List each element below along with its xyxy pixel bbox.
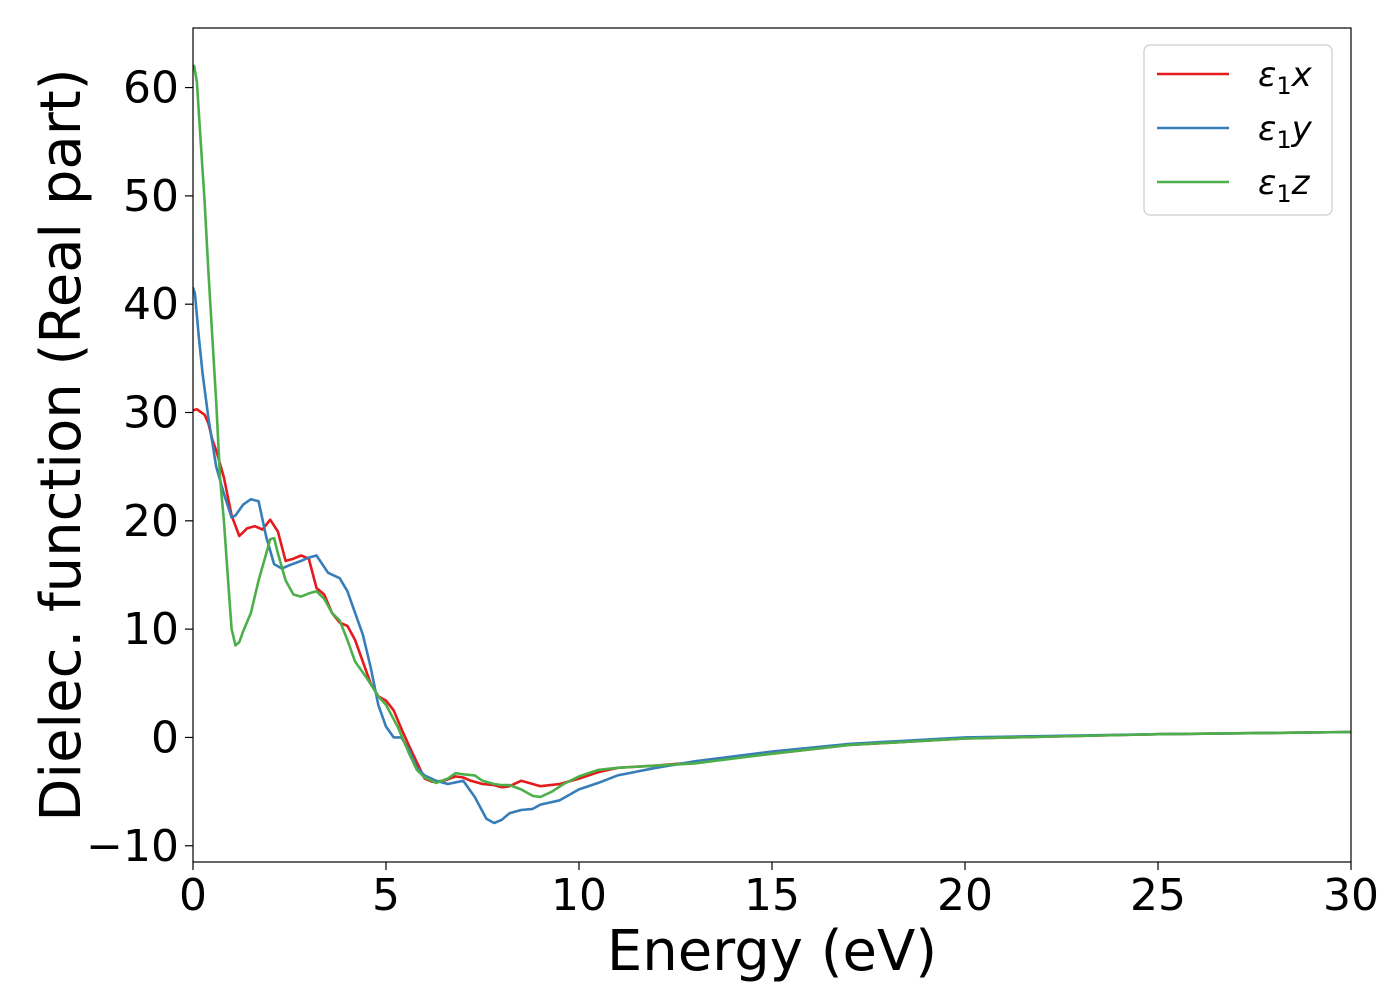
x-axis-ticks: 0 5 10 15 20 25 30 [179, 862, 1379, 921]
x-tick-label: 20 [937, 870, 993, 921]
legend-label-y: ε1y [1258, 109, 1313, 154]
x-tick-label: 10 [551, 870, 607, 921]
x-tick-label: 0 [179, 870, 207, 921]
x-axis-label: Energy (eV) [607, 919, 937, 984]
x-tick-label: 5 [372, 870, 400, 921]
series-line-x [193, 407, 1351, 789]
y-axis-label: Dielec. function (Real part) [29, 68, 94, 821]
y-tick-label: −10 [86, 821, 179, 872]
series-line-z [193, 64, 1351, 799]
legend: ε1x ε1y ε1z [1143, 44, 1333, 216]
y-tick-label: 10 [123, 604, 179, 655]
legend-box [1143, 44, 1333, 216]
plot-lines [193, 64, 1351, 825]
y-tick-label: 0 [151, 712, 179, 763]
x-tick-label: 15 [744, 870, 800, 921]
y-tick-label: 40 [123, 279, 179, 330]
legend-label-x: ε1x [1258, 55, 1313, 100]
y-tick-label: 20 [123, 496, 179, 547]
x-tick-label: 25 [1130, 870, 1186, 921]
legend-label-z: ε1z [1258, 163, 1311, 208]
y-axis-ticks: −10 0 10 20 30 40 50 60 [86, 63, 193, 872]
series-line-y [193, 286, 1351, 825]
y-tick-label: 60 [123, 63, 179, 114]
y-tick-label: 30 [123, 388, 179, 439]
y-tick-label: 50 [123, 171, 179, 222]
x-tick-label: 30 [1323, 870, 1379, 921]
